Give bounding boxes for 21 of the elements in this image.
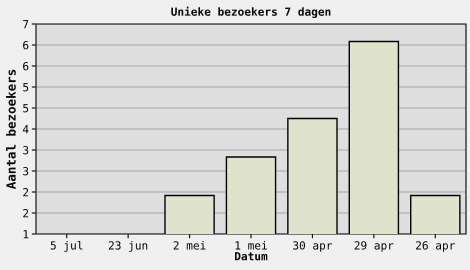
y-tick-label: 2	[23, 209, 28, 218]
x-tick-label: 29 apr	[354, 241, 394, 252]
y-tick-label: 1	[24, 230, 28, 238]
x-tick-label: 2 mei	[174, 241, 206, 250]
y-tick-label: 6	[23, 62, 28, 70]
x-tick-label: 30 apr	[293, 241, 332, 252]
x-axis-title: Datum	[235, 252, 268, 260]
y-tick-label: 7	[23, 20, 28, 28]
y-tick-label: 3	[23, 146, 28, 154]
x-tick-label: 23 jun	[108, 241, 148, 252]
y-tick-label: 5	[23, 83, 28, 92]
y-tick-label: 2	[23, 188, 28, 196]
y-tick-label: 5	[23, 104, 28, 112]
x-tick-label: 5 jul	[50, 240, 82, 252]
y-tick-label: 6	[23, 41, 28, 50]
y-axis-title: Aantal bezoekers	[6, 70, 16, 189]
y-tick-label: 3	[23, 167, 28, 176]
x-tick-label: 1 mei	[236, 241, 267, 250]
chart-title: Unieke bezoekers 7 dagen	[171, 6, 330, 18]
y-tick-label: 4	[22, 125, 29, 134]
x-tick-label: 26 apr	[416, 241, 455, 252]
